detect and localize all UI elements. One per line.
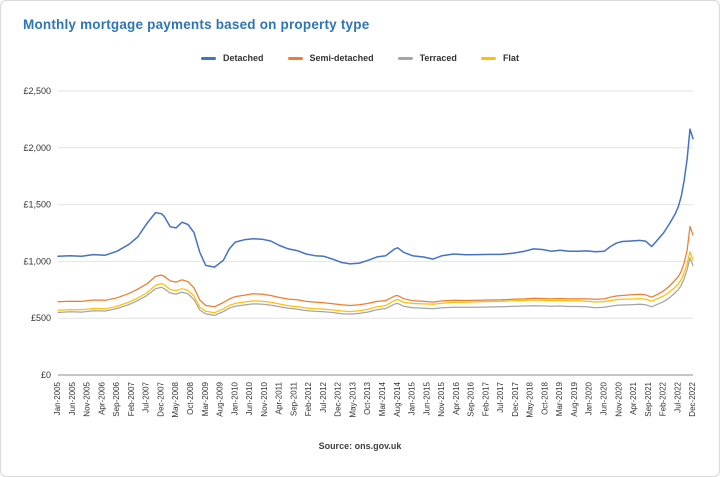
x-axis-tick-label: Jul-2012 [319, 381, 328, 412]
x-axis-tick-label: Nov-2015 [437, 381, 446, 416]
legend-item-semi-detached: Semi-detached [287, 53, 374, 63]
x-axis-tick-label: Feb-2007 [127, 381, 136, 416]
x-axis-tick-label: Jul-2017 [496, 381, 505, 412]
legend-label: Flat [502, 53, 519, 63]
legend-label: Terraced [419, 53, 457, 63]
legend-label: Semi-detached [309, 53, 374, 63]
x-axis-tick-label: Feb-2022 [659, 381, 668, 416]
x-axis-tick-label: Nov-2020 [614, 381, 623, 416]
x-axis-tick-label: Dec-2012 [334, 381, 343, 416]
x-axis-tick-label: Feb-2012 [304, 381, 313, 416]
x-axis-tick-label: Aug-2009 [216, 381, 225, 416]
series-line-semi-detached [57, 225, 694, 308]
x-axis-tick-label: Jan-2005 [53, 381, 62, 415]
x-axis-tick-label: Sep-2021 [644, 381, 653, 416]
x-axis-tick-label: Mar-2009 [201, 381, 210, 416]
legend-line-swatch-detached [201, 56, 217, 60]
x-axis-tick-label: Dec-2017 [511, 381, 520, 416]
legend-line-swatch-flat [480, 56, 496, 60]
legend-label: Detached [223, 53, 264, 63]
x-axis-tick-label: Aug-2019 [570, 381, 579, 416]
x-axis-tick-label: Sep-2016 [467, 381, 476, 416]
x-axis-tick-label: Jul-2022 [673, 381, 682, 412]
x-axis-tick-label: Oct-2013 [363, 381, 372, 414]
x-axis-tick-label: Jan-2015 [408, 381, 417, 415]
x-axis-tick-label: Apr-2011 [275, 381, 284, 414]
x-axis-tick-label: Jul-2007 [142, 381, 151, 412]
series-line-flat [57, 251, 694, 314]
legend-item-flat: Flat [480, 53, 519, 63]
x-axis-tick-label: May-2013 [348, 381, 357, 417]
x-axis-tick-label: Apr-2021 [629, 381, 638, 414]
x-axis-tick-label: Mar-2019 [555, 381, 564, 416]
x-axis-tick-label: Mar-2014 [378, 381, 387, 416]
x-axis-tick-label: Dec-2022 [688, 381, 697, 416]
x-axis-tick-label: Jun-2015 [422, 381, 431, 415]
x-axis-tick-label: Jun-2005 [68, 381, 77, 415]
legend-line-swatch-terraced [397, 56, 413, 60]
x-axis-tick-label: Oct-2018 [540, 381, 549, 414]
y-axis-tick-label: £2,500 [23, 86, 51, 96]
chart-legend: Detached Semi-detached Terraced Flat [1, 53, 719, 63]
x-axis-tick-label: May-2018 [526, 381, 535, 417]
x-axis-tick-label: May-2008 [171, 381, 180, 417]
y-axis-tick-label: £0 [41, 370, 51, 380]
x-axis-tick-label: Nov-2010 [260, 381, 269, 416]
legend-item-terraced: Terraced [397, 53, 457, 63]
y-axis-tick-label: £500 [31, 313, 51, 323]
x-axis-tick-label: Jun-2010 [245, 381, 254, 415]
x-axis-tick-label: Jan-2010 [230, 381, 239, 415]
x-axis-tick-label: Jun-2020 [600, 381, 609, 415]
x-axis-tick-label: Sep-2011 [289, 381, 298, 416]
chart-title: Monthly mortgage payments based on prope… [23, 17, 370, 32]
x-axis-tick-label: Feb-2017 [481, 381, 490, 416]
x-axis-tick-label: Dec-2007 [156, 381, 165, 416]
series-line-detached [57, 128, 694, 268]
source-attribution: Source: ons.gov.uk [318, 441, 402, 451]
series-line-terraced [57, 257, 694, 317]
y-axis-tick-label: £1,000 [23, 256, 51, 266]
x-axis-tick-label: Nov-2005 [83, 381, 92, 416]
x-axis-tick-label: Oct-2008 [186, 381, 195, 414]
y-axis-tick-label: £1,500 [23, 200, 51, 210]
legend-line-swatch-semi-detached [287, 56, 303, 60]
x-axis-tick-label: Apr-2006 [97, 381, 106, 414]
y-axis-tick-label: £2,000 [23, 143, 51, 153]
x-axis-tick-label: Apr-2016 [452, 381, 461, 414]
x-axis-tick-label: Aug-2014 [393, 381, 402, 416]
x-axis-tick-label: Jan-2020 [585, 381, 594, 415]
legend-item-detached: Detached [201, 53, 264, 63]
x-axis-tick-label: Sep-2006 [112, 381, 121, 416]
